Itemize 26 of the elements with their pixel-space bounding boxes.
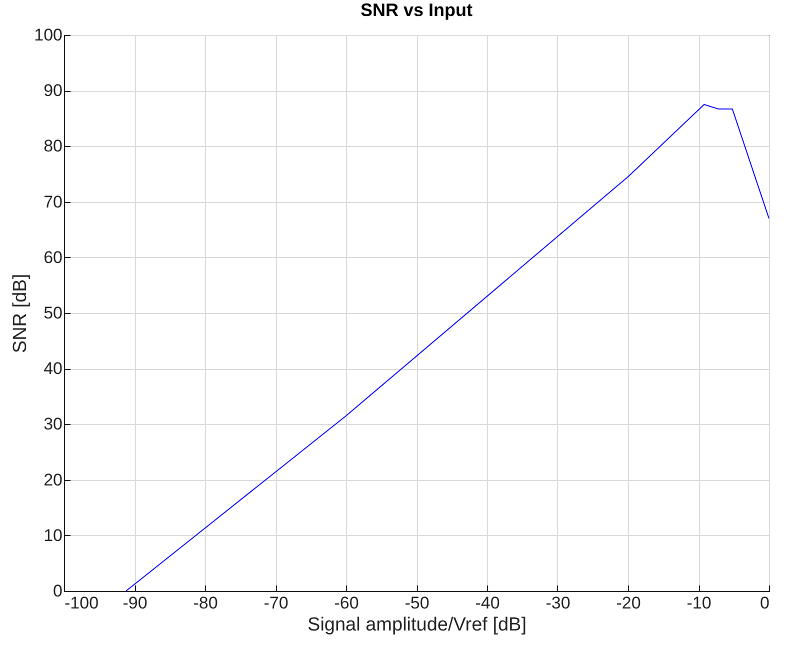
y-tick-label: 80 <box>44 136 62 156</box>
y-tick-label: 60 <box>44 248 62 267</box>
x-tick-label: -60 <box>334 594 359 612</box>
y-tick-label: 50 <box>44 304 62 322</box>
y-axis-title: SNR [dB] <box>10 274 32 354</box>
x-tick-label: -30 <box>546 594 570 612</box>
y-tick-label: 20 <box>44 470 62 490</box>
y-tick-label: 100 <box>34 26 62 44</box>
chart-title: SNR vs Input <box>360 0 473 20</box>
x-tick-label: -70 <box>264 594 288 612</box>
x-tick-label: -10 <box>686 594 712 612</box>
x-tick-label: -80 <box>193 594 218 612</box>
y-tick-label: 10 <box>44 526 62 545</box>
x-tick-label: -40 <box>475 594 500 612</box>
x-tick-label: -90 <box>122 594 148 612</box>
y-tick-label: 90 <box>44 81 62 100</box>
x-tick-label: -50 <box>404 594 430 612</box>
x-axis-title: Signal amplitude/Vref [dB] <box>308 614 526 636</box>
y-tick-label: 30 <box>44 414 62 434</box>
line-series <box>126 104 770 592</box>
y-tick-label: 0 <box>53 582 62 600</box>
x-tick-label: -100 <box>64 594 99 612</box>
y-tick-label: 70 <box>44 192 62 212</box>
y-tick-label: 40 <box>44 359 62 378</box>
x-tick-label: 0 <box>760 594 770 612</box>
x-tick-label: -20 <box>616 594 641 612</box>
